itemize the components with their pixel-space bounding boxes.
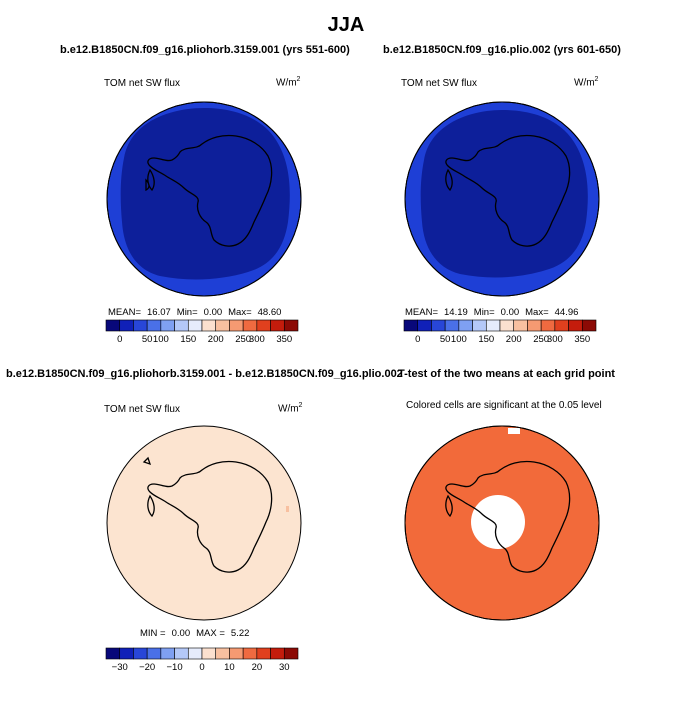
panel-title-bottom-right: T-test of the two means at each grid poi… (398, 368, 615, 380)
colorbar-swatch (242, 647, 258, 660)
colorbar-swatch (242, 319, 258, 332)
colorbar-swatch (160, 647, 175, 660)
panel-title-bottom-left: b.e12.B1850CN.f09_g16.pliohorb.3159.001 … (6, 368, 403, 380)
map-bottom-right (404, 425, 600, 621)
colorbar-tick-label: 30 (279, 662, 290, 673)
colorbar-swatch (133, 647, 148, 660)
colorbar-tick-label: 20 (252, 662, 263, 673)
significance-note: Colored cells are significant at the 0.0… (406, 400, 602, 411)
non-significant-cell (508, 428, 520, 434)
colorbar-tick-label: −20 (139, 662, 155, 673)
antarctica-coastline (142, 456, 273, 573)
colorbar-tick-label: −30 (112, 662, 128, 673)
panel-title-top-left: b.e12.B1850CN.f09_g16.pliohorb.3159.001 … (60, 44, 350, 56)
colorbar-tick-label: 350 (276, 334, 292, 345)
colorbar: −30 −20 −10 0 10 20 30 (105, 647, 299, 673)
colorbar-tick-label: 10 (224, 662, 235, 673)
colorbar-swatch (105, 647, 121, 660)
colorbar-swatch (201, 319, 217, 332)
colorbar-tick-label: 100 (451, 334, 467, 345)
colorbar-swatch (215, 319, 230, 332)
map-top-left (106, 101, 302, 297)
colorbar-swatch (485, 319, 501, 332)
colorbar-swatch (283, 647, 299, 660)
colorbar-swatch (229, 647, 244, 660)
positive-anomaly-cell (286, 506, 289, 512)
stats-top-left: MEAN= 16.07 Min= 0.00 Max= 48.60 (108, 307, 282, 318)
colorbar-swatch (472, 319, 487, 332)
colorbar-swatch (499, 319, 515, 332)
colorbar-swatch (554, 319, 569, 332)
unit-label-top-right: W/m2 (574, 76, 599, 89)
unit-label-bottom-left: W/m2 (278, 402, 303, 415)
colorbar-tick-label: 50 (440, 334, 451, 345)
colorbar-swatch (119, 319, 134, 332)
antarctica-coastline (445, 460, 571, 573)
colorbar-tick-label: 0 (199, 662, 204, 673)
colorbar-swatch (256, 319, 271, 332)
colorbar-swatch (146, 647, 162, 660)
colorbar-swatch (581, 319, 597, 332)
antarctica-coastline (145, 134, 273, 247)
sea-ice-zone (120, 108, 290, 280)
colorbar-swatch (431, 319, 446, 332)
colorbar-tick-label: 0 (415, 334, 420, 345)
colorbar-tick-label: 250 (235, 334, 251, 345)
colorbar-swatch (105, 319, 121, 332)
colorbar-swatch (403, 319, 419, 332)
colorbar-tick-label: 300 (547, 334, 563, 345)
colorbar-swatch (527, 319, 542, 332)
colorbar-swatch (160, 319, 175, 332)
colorbar-swatch (283, 319, 299, 332)
colorbar-swatch (133, 319, 148, 332)
colorbar-swatch (568, 319, 583, 332)
colorbar-tick-label: 300 (249, 334, 265, 345)
colorbar-tick-label: −10 (167, 662, 183, 673)
colorbar-tick-label: 200 (506, 334, 522, 345)
map-bottom-left (106, 425, 302, 621)
colorbar-swatch (201, 647, 217, 660)
stats-bottom-left: MIN = 0.00 MAX = 5.22 (140, 628, 250, 639)
variable-label-top-left: TOM net SW flux (104, 78, 180, 89)
difference-field (106, 425, 302, 621)
colorbar-swatch (146, 319, 162, 332)
colorbar-tick-label: 350 (574, 334, 590, 345)
colorbar-swatch (174, 319, 189, 332)
colorbar-swatch (119, 647, 134, 660)
colorbar-swatch (270, 647, 285, 660)
colorbar-swatch (444, 319, 460, 332)
colorbar-tick-label: 250 (533, 334, 549, 345)
colorbar-tick-label: 150 (180, 334, 196, 345)
colorbar-swatch (540, 319, 556, 332)
stats-top-right: MEAN= 14.19 Min= 0.00 Max= 44.96 (405, 307, 579, 318)
unit-label-top-left: W/m2 (276, 76, 301, 89)
colorbar-tick-label: 0 (117, 334, 122, 345)
colorbar-swatch (513, 319, 528, 332)
panel-title-top-right: b.e12.B1850CN.f09_g16.plio.002 (yrs 601-… (383, 44, 621, 56)
colorbar-tick-label: 50 (142, 334, 153, 345)
colorbar-tick-label: 200 (208, 334, 224, 345)
colorbar-swatch (417, 319, 432, 332)
map-top-right (404, 101, 600, 297)
colorbar-swatch (215, 647, 230, 660)
colorbar-swatch (458, 319, 473, 332)
non-significant-region (471, 495, 525, 549)
variable-label-bottom-left: TOM net SW flux (104, 404, 180, 415)
colorbar-tick-label: 100 (153, 334, 169, 345)
colorbar-swatch (187, 647, 203, 660)
colorbar-swatch (256, 647, 271, 660)
colorbar-swatch (270, 319, 285, 332)
page-title: JJA (327, 14, 365, 36)
colorbar-swatch (174, 647, 189, 660)
colorbar-tick-label: 150 (478, 334, 494, 345)
variable-label-top-right: TOM net SW flux (401, 78, 477, 89)
antarctica-coastline (445, 134, 571, 247)
colorbar-swatch (187, 319, 203, 332)
colorbar-swatch (229, 319, 244, 332)
